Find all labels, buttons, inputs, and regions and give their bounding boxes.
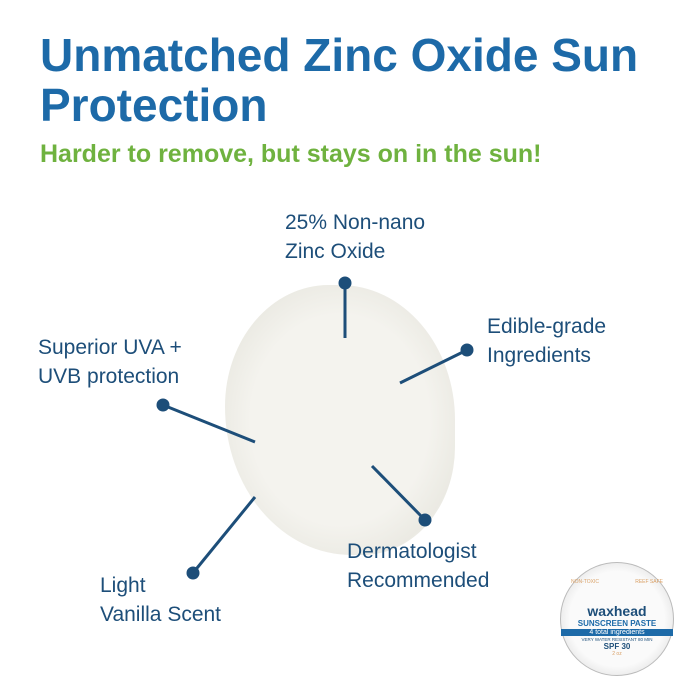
tag-reef-safe: REEF SAFE xyxy=(635,579,663,585)
callout-dermatologist: Dermatologist Recommended xyxy=(347,540,490,592)
tag-non-toxic: NON-TOXIC xyxy=(571,579,599,585)
subheadline: Harder to remove, but stays on in the su… xyxy=(40,140,542,168)
size-label: 2 oz xyxy=(612,651,622,657)
ingredients-banner: 4 total ingredients xyxy=(561,629,673,636)
callout-uva-uvb: Superior UVA + UVB protection xyxy=(38,336,182,388)
headline: Unmatched Zinc Oxide Sun Protection xyxy=(40,29,639,131)
callout-edible-grade: Edible-grade Ingredients xyxy=(487,315,607,367)
brand-logo: waxhead xyxy=(587,603,647,619)
spf-label: SPF 30 xyxy=(603,642,631,651)
water-resistance: VERY WATER RESISTANT 80 MIN xyxy=(581,637,653,642)
callout-vanilla: Light Vanilla Scent xyxy=(100,574,222,626)
product-tin: NON-TOXIC REEF SAFE waxhead SUNSCREEN PAS… xyxy=(560,562,674,676)
callout-zinc-oxide: 25% Non-nano Zinc Oxide xyxy=(285,211,426,263)
product-name: SUNSCREEN PASTE xyxy=(577,619,657,628)
